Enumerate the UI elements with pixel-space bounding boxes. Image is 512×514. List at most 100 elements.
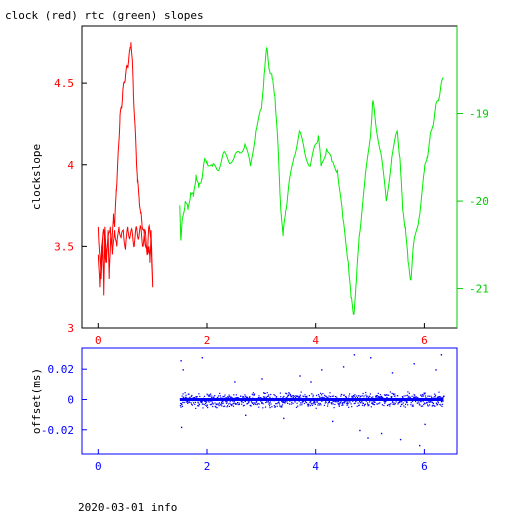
offset-point [340,395,342,397]
offset-point [279,392,281,394]
offset-point [242,395,244,398]
offset-point [286,401,288,403]
offset-point [281,401,283,403]
offset-point [220,404,222,406]
offset-point [191,394,193,397]
offset-point [437,404,439,406]
offset-point [346,402,348,405]
offset-point [345,400,347,402]
offset-point [190,395,192,397]
offset-point [257,402,259,405]
offset-point [383,401,385,403]
offset-point [270,393,272,396]
offset-point [185,396,187,398]
offset-point [392,403,394,405]
offset-point [387,394,389,396]
offset-point [364,403,366,405]
offset-point [375,396,377,398]
offset-point [282,396,284,398]
offset-point [373,401,375,403]
offset-point [397,395,399,397]
offset-point [263,392,265,394]
offset-point [221,402,223,405]
clock-series-line [97,42,154,296]
offset-point [273,394,275,396]
offset-point [412,404,414,406]
offset-point [243,404,245,406]
offset-point [323,404,325,406]
offset-point [331,401,333,404]
offset-outlier-point [201,357,203,359]
offset-point [354,402,356,404]
offset-point [218,403,220,405]
offset-point [437,402,439,404]
offset-point [198,393,200,395]
offset-point [334,396,337,398]
offset-point [209,403,211,406]
offset-point [196,396,198,398]
offset-point [398,401,400,404]
offset-point [312,401,315,403]
offset-outlier-point [182,369,184,371]
offset-point [232,403,234,405]
offset-point [437,401,439,403]
offset-point [224,394,226,396]
offset-point [343,394,345,396]
offset-point [434,405,436,407]
offset-point [289,400,291,402]
offset-point [223,395,225,398]
offset-point [377,403,379,405]
offset-point [401,400,403,402]
offset-point [216,403,218,405]
offset-point [211,401,213,403]
offset-point [408,395,410,397]
offset-point [292,397,294,399]
offset-point [351,397,353,399]
offset-point [428,395,430,397]
offset-point [325,400,327,402]
offset-point [198,405,200,407]
offset-point [393,402,395,404]
offset-point [363,405,365,407]
offset-point [268,402,270,404]
offset-point [390,403,392,405]
offset-point [230,396,232,398]
offset-point [434,396,436,398]
offset-point [271,406,273,408]
offset-point [181,404,183,406]
offset-point [274,395,276,397]
offset-point [267,401,269,403]
offset-point [423,392,425,394]
offset-point [254,393,256,395]
offset-y-tick-label: 0.02 [48,363,75,376]
offset-outlier-point [321,369,323,371]
offset-point [183,396,185,398]
offset-point [179,405,181,407]
offset-outlier-point [413,363,415,365]
offset-point [338,403,340,405]
offset-point [252,402,254,404]
offset-point [360,395,362,398]
offset-point [344,400,346,403]
offset-point [369,396,371,398]
offset-point [339,402,342,404]
offset-point [201,403,203,405]
offset-point [351,406,353,408]
offset-point [366,395,368,397]
offset-point [391,396,393,398]
offset-point [337,401,340,403]
offset-point [320,396,322,399]
y-right-tick-label: -19 [469,108,489,121]
offset-point [424,395,427,397]
offset-point [329,396,332,398]
offset-outlier-point [380,432,383,435]
offset-point [283,395,285,398]
offset-point [338,404,340,406]
offset-point [286,396,288,398]
offset-point [201,400,203,403]
offset-outlier-point [299,375,301,377]
offset-point [375,395,377,397]
offset-point [373,404,376,406]
offset-point [411,395,413,397]
offset-outlier-point [353,354,356,356]
